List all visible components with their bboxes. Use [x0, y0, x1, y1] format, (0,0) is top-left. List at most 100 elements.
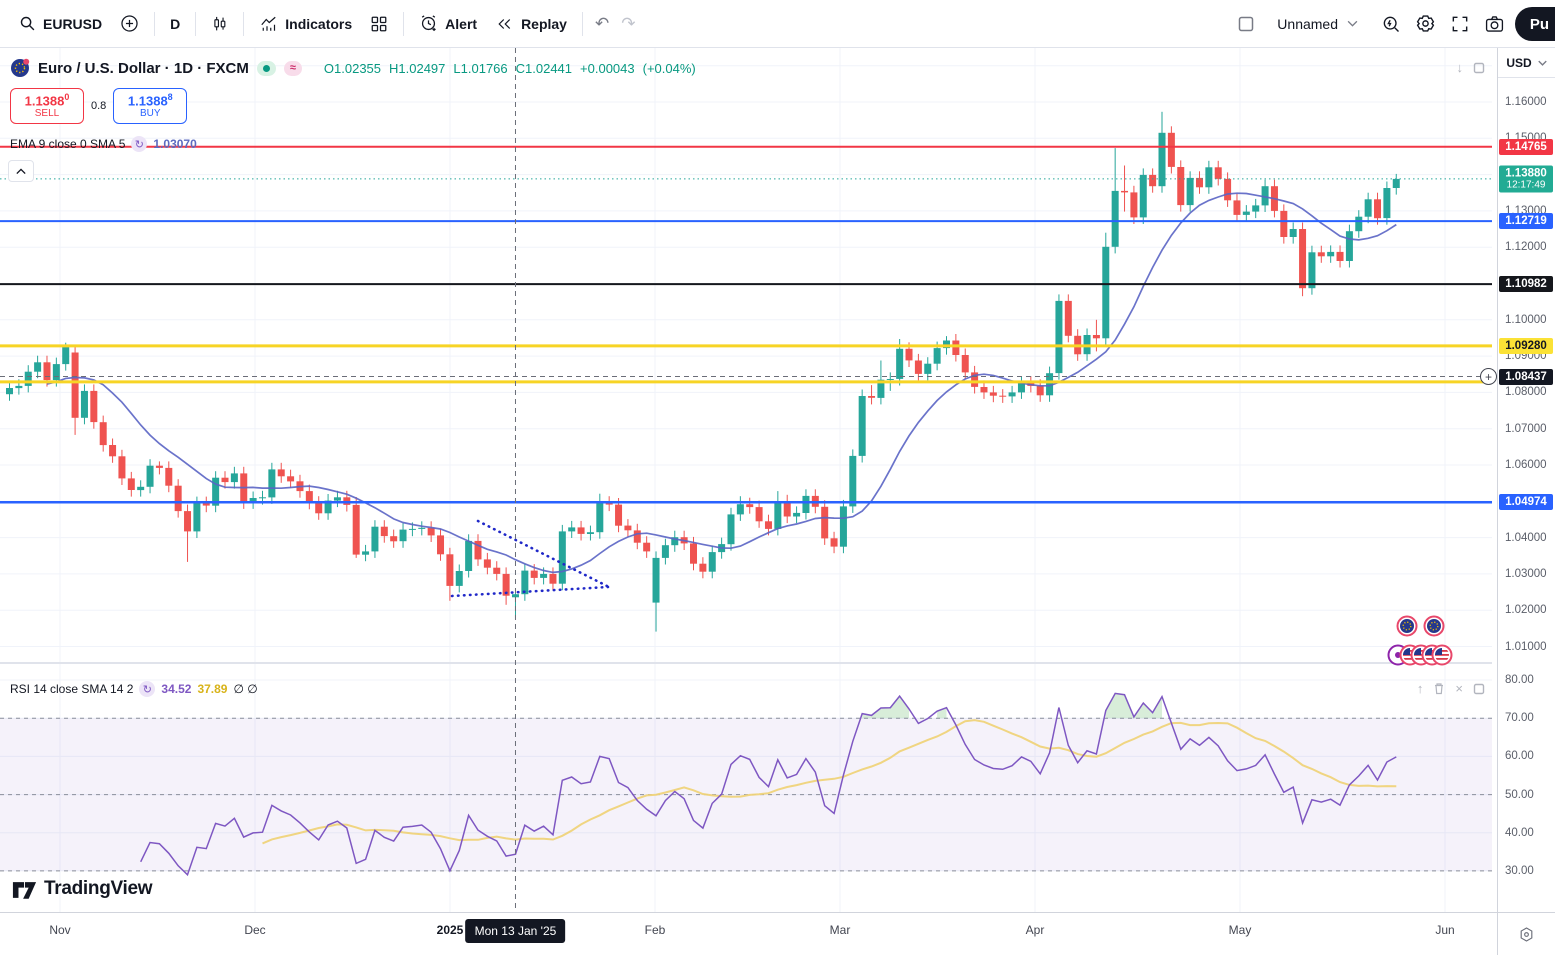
trend-line-drawing[interactable]: [476, 519, 609, 588]
move-pane-down-icon[interactable]: ↓: [1456, 60, 1464, 75]
candle: [1214, 167, 1222, 179]
layout-name-button[interactable]: Unnamed: [1268, 10, 1367, 38]
candle: [99, 422, 107, 446]
indicators-icon: [261, 16, 276, 31]
candle: [371, 526, 379, 552]
candle: [736, 504, 744, 515]
chart-canvas[interactable]: [0, 48, 1497, 912]
save-layout-checkbox-icon[interactable]: [1238, 16, 1254, 32]
candle: [886, 379, 894, 380]
delayed-data-icon[interactable]: ≈: [283, 60, 302, 76]
sell-button[interactable]: 1.13880 SELL: [10, 88, 84, 124]
publish-button[interactable]: Pu: [1514, 7, 1555, 41]
ema-line: [46, 192, 1397, 574]
maximize-pane-icon[interactable]: [1473, 683, 1485, 695]
interval-button[interactable]: D: [161, 10, 189, 38]
candle: [1017, 382, 1025, 393]
quick-search-icon[interactable]: [1381, 14, 1401, 34]
candle: [1308, 252, 1316, 289]
candle: [652, 557, 660, 603]
spread-value: 0.8: [91, 100, 107, 112]
candle: [624, 525, 632, 531]
candle: [783, 501, 791, 517]
candle: [1317, 252, 1325, 257]
trend-line-drawing[interactable]: [450, 585, 610, 598]
trade-buttons: 1.13880 SELL 0.8 1.13888 BUY: [10, 88, 188, 124]
candle: [333, 497, 341, 501]
candle: [62, 345, 70, 365]
time-axis-settings[interactable]: [1497, 913, 1555, 955]
toolbar-divider: [581, 11, 583, 36]
ema-indicator-legend[interactable]: EMA 9 close 0 SMA 5 ↻ 1.03070: [10, 136, 197, 152]
us-event-badge[interactable]: [1431, 644, 1453, 671]
search-icon: [20, 16, 35, 31]
rsi-tick: 40.00: [1498, 826, 1555, 839]
eu-event-badge[interactable]: [1423, 615, 1445, 642]
replay-button[interactable]: Replay: [486, 9, 576, 39]
time-axis[interactable]: Mon 13 Jan '25 Nov Dec 2025 Feb Mar Apr May Jun: [0, 912, 1555, 955]
toolbar-divider: [403, 11, 405, 36]
time-tick: Mar: [829, 923, 851, 937]
redo-button[interactable]: ↷: [621, 13, 636, 33]
price-axis[interactable]: USD 1.160001.150001.140001.130001.120001…: [1497, 48, 1555, 912]
maximize-pane-icon[interactable]: [1473, 62, 1485, 74]
price-level-label: 1.14765: [1499, 138, 1553, 155]
layout-name-label: Unnamed: [1277, 15, 1338, 32]
move-pane-up-icon[interactable]: ↑: [1416, 681, 1424, 696]
candle: [868, 396, 876, 398]
collapse-legend-button[interactable]: [8, 160, 34, 182]
fullscreen-icon[interactable]: [1450, 14, 1470, 34]
candle: [390, 536, 398, 542]
chart-style-button[interactable]: [202, 9, 237, 39]
rsi-extra-values: ∅ ∅: [233, 682, 258, 696]
grid-layout-icon: [371, 16, 387, 31]
candle: [193, 503, 201, 532]
candle: [212, 477, 220, 506]
time-tick: Apr: [1025, 923, 1045, 937]
indicator-templates-button[interactable]: [361, 9, 397, 39]
symbol-header: Euro / U.S. Dollar · 1D · FXCM ≈ O1.0235…: [10, 58, 696, 78]
close-pane-icon[interactable]: ×: [1455, 681, 1463, 696]
price-tick: 1.08000: [1498, 386, 1555, 399]
delete-pane-icon[interactable]: [1433, 682, 1445, 695]
time-tick: Jun: [1435, 923, 1455, 937]
rsi-line: [140, 692, 1397, 877]
candle: [1233, 200, 1241, 215]
candle: [1111, 190, 1119, 247]
settings-gear-icon[interactable]: [1415, 13, 1436, 34]
rsi-indicator-legend[interactable]: RSI 14 close SMA 14 2 ↻ 34.52 37.89 ∅ ∅: [10, 681, 258, 697]
candle: [746, 504, 754, 508]
symbol-search-button[interactable]: EURUSD: [10, 9, 111, 38]
market-open-status-icon[interactable]: [256, 60, 276, 76]
symbol-title[interactable]: Euro / U.S. Dollar · 1D · FXCM: [38, 59, 249, 77]
add-alert-plus-icon[interactable]: +: [1480, 368, 1497, 386]
candle: [755, 507, 763, 522]
price-level-label: 1.09280: [1499, 337, 1553, 354]
axis-currency-selector[interactable]: USD: [1498, 48, 1555, 78]
candle: [661, 545, 669, 558]
candle: [521, 570, 529, 595]
candle: [1355, 216, 1363, 232]
candle: [839, 506, 847, 547]
candle: [896, 348, 904, 379]
candle: [6, 388, 13, 395]
candle: [1280, 210, 1288, 237]
buy-button[interactable]: 1.13888 BUY: [113, 88, 188, 124]
candle: [830, 538, 838, 547]
alert-button[interactable]: Alert: [410, 8, 486, 39]
ohlc-change-pct: (+0.04%): [642, 60, 696, 76]
snapshot-camera-icon[interactable]: [1484, 14, 1505, 34]
candle: [249, 498, 257, 503]
axis-currency-label: USD: [1506, 55, 1532, 70]
candle: [1055, 300, 1063, 374]
compare-add-button[interactable]: [111, 8, 148, 39]
tradingview-logo-text: TradingView: [44, 878, 153, 899]
price-tick: 1.04000: [1498, 531, 1555, 544]
eu-event-badge[interactable]: [1396, 615, 1418, 642]
undo-button[interactable]: ↶: [594, 13, 610, 33]
candle: [502, 573, 510, 596]
candle: [643, 542, 651, 552]
tradingview-logo[interactable]: TradingView: [12, 878, 153, 900]
indicators-button[interactable]: Indicators: [250, 9, 361, 39]
rsi-tick: 30.00: [1498, 864, 1555, 877]
